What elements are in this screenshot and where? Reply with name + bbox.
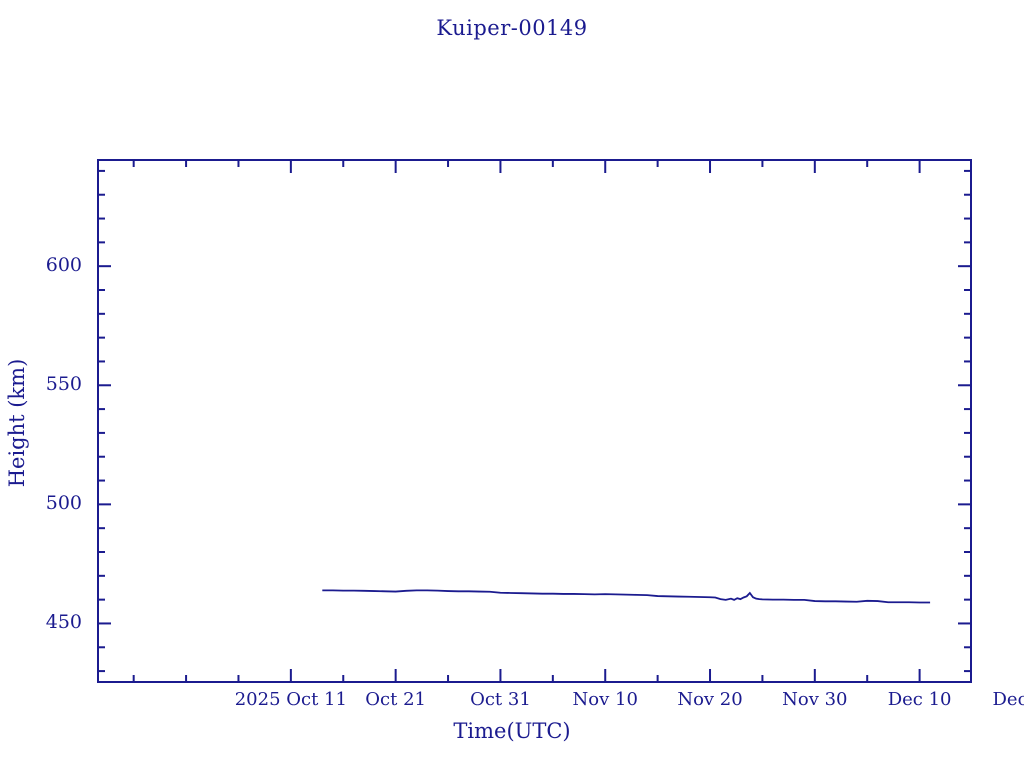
x-tick-label: Oct 31 <box>470 689 531 710</box>
page-title: Kuiper-00149 <box>436 16 588 40</box>
x-tick-label: Nov 30 <box>782 689 848 710</box>
plot-frame <box>97 159 972 683</box>
x-tick-label: Nov 20 <box>677 689 743 710</box>
y-tick-label: 500 <box>45 492 82 515</box>
y-tick-label: 550 <box>45 373 82 396</box>
x-tick-label: Dec 20 <box>992 689 1024 710</box>
y-tick-label: 600 <box>45 254 82 277</box>
y-tick-label: 450 <box>45 611 82 634</box>
plot-area <box>97 159 972 683</box>
x-tick-label: Oct 21 <box>365 689 426 710</box>
series-line-0 <box>322 589 931 604</box>
x-tick-label: Nov 10 <box>572 689 638 710</box>
x-tick-label: Dec 10 <box>887 689 952 710</box>
y-axis-title: Height (km) <box>5 358 29 488</box>
x-tick-label: 2025 Oct 11 <box>234 689 347 710</box>
x-axis-title: Time(UTC) <box>453 719 571 743</box>
